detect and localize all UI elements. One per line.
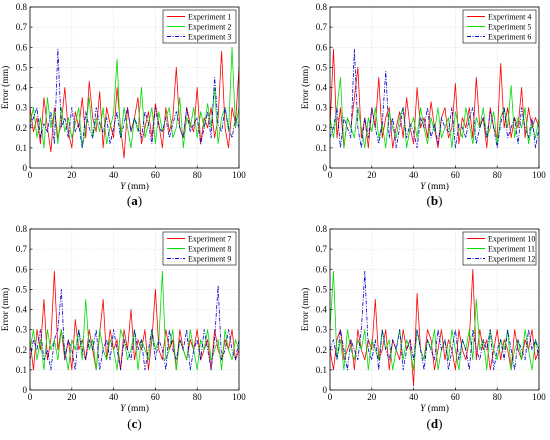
panel-2-xtick-label-2: 40 (109, 392, 119, 402)
panel-0-xtick-label-4: 80 (193, 170, 203, 180)
panel-3-ytick-label-3: 0.3 (316, 325, 328, 335)
panel-1-ytick-label-3: 0.3 (316, 103, 328, 113)
panel-0-ytick-label-4: 0.4 (16, 83, 28, 93)
panel-0-xtick-label-5: 100 (232, 170, 246, 180)
panel-0-ytick-label-6: 0.6 (16, 42, 28, 52)
panel-2-ytick-label-5: 0.5 (16, 284, 28, 294)
panel-1-series-line-0 (330, 48, 539, 149)
panel-0-legend-label-2: Experiment 3 (188, 33, 231, 42)
panel-1-xtick-label-0: 0 (328, 170, 333, 180)
panel-2-ytick-label-1: 0.1 (16, 365, 27, 375)
panel-2-caption: (c) (127, 416, 141, 431)
panel-2-ytick-label-0: 0 (23, 385, 28, 395)
panel-b: 0 20 40 60 80 100 0 0.1 0.2 0.3 0.4 0.5 0.6 0.7 0.8 Y (… (300, 2, 546, 208)
panel-0-xlabel: Y (mm) (120, 181, 149, 192)
panel-2-ytick-label-6: 0.6 (16, 264, 28, 274)
panel-1-ytick-label-2: 0.2 (316, 123, 327, 133)
panel-3-ytick-label-1: 0.1 (316, 365, 327, 375)
panel-1-ytick-label-8: 0.8 (316, 2, 328, 12)
panel-3-legend-label-1: Experiment 11 (488, 245, 535, 254)
panel-3-xtick-label-0: 0 (328, 392, 333, 402)
panel-3-xtick-label-5: 100 (532, 392, 546, 402)
panel-3-caption: (d) (427, 416, 443, 431)
panel-2-ytick-label-4: 0.4 (16, 305, 28, 315)
panel-3-ytick-label-0: 0 (323, 385, 328, 395)
panel-1-xtick-label-2: 40 (409, 170, 419, 180)
panel-2-ytick-label-8: 0.8 (16, 224, 28, 234)
panel-3-series-line-2 (330, 270, 539, 371)
panel-3-xtick-label-2: 40 (409, 392, 419, 402)
panel-1-ytick-label-0: 0 (323, 163, 328, 173)
panel-2-ylabel: Error (mm) (0, 288, 11, 332)
panel-0-ytick-label-0: 0 (23, 163, 28, 173)
panel-1-series-line-1 (330, 77, 539, 149)
panel-2-xlabel: Y (mm) (120, 403, 149, 414)
panel-3-legend-label-0: Experiment 10 (488, 235, 535, 244)
panel-3-legend-label-2: Experiment 12 (488, 255, 535, 264)
panel-1-legend-label-2: Experiment 6 (488, 33, 531, 42)
panel-3-xtick-label-1: 20 (367, 392, 377, 402)
panel-3-ytick-label-6: 0.6 (316, 264, 328, 274)
panel-d: 0 20 40 60 80 100 0 0.1 0.2 0.3 0.4 0.5 0.6 0.7 0.8 Y (… (300, 224, 546, 431)
panel-0-caption: (a) (127, 193, 142, 208)
panel-0-xtick-label-2: 40 (109, 170, 119, 180)
panel-3-xtick-label-4: 80 (493, 392, 503, 402)
panel-a: 0 20 40 60 80 100 0 0.1 0.2 0.3 0.4 0.5 0.6 0.7 0.8 Y (… (0, 2, 246, 208)
panel-0-ylabel: Error (mm) (0, 66, 11, 110)
panel-3-ytick-label-5: 0.5 (316, 284, 328, 294)
panel-1-xtick-label-4: 80 (493, 170, 503, 180)
panel-2-legend-label-1: Experiment 8 (188, 245, 231, 254)
panel-1-xtick-label-3: 60 (451, 170, 461, 180)
panel-0-ytick-label-1: 0.1 (16, 143, 27, 153)
panel-0-ytick-label-8: 0.8 (16, 2, 28, 12)
panel-0-ytick-label-3: 0.3 (16, 103, 28, 113)
panel-3-ytick-label-2: 0.2 (316, 345, 327, 355)
panel-3-series-line-1 (330, 270, 539, 371)
panel-1-legend-label-0: Experiment 4 (488, 13, 531, 22)
panel-1-legend-label-1: Experiment 5 (488, 23, 531, 32)
panel-2-xtick-label-3: 60 (151, 392, 161, 402)
panel-2-xtick-label-1: 20 (67, 392, 77, 402)
panel-0-xtick-label-0: 0 (28, 170, 33, 180)
panel-0-ytick-label-2: 0.2 (16, 123, 27, 133)
panel-0-legend-label-0: Experiment 1 (188, 13, 231, 22)
panel-1-ylabel: Error (mm) (300, 66, 311, 110)
panel-1-xtick-label-5: 100 (532, 170, 546, 180)
panel-2-ytick-label-3: 0.3 (16, 325, 28, 335)
panel-0-series-line-1 (30, 46, 239, 149)
panel-1-ytick-label-5: 0.5 (316, 62, 328, 72)
panel-1-ytick-label-7: 0.7 (316, 22, 328, 32)
panel-2-xtick-label-5: 100 (232, 392, 246, 402)
panel-3-ylabel: Error (mm) (300, 288, 311, 332)
panel-1-ytick-label-4: 0.4 (316, 83, 328, 93)
panel-1-xtick-label-1: 20 (367, 170, 377, 180)
panel-1-ytick-label-1: 0.1 (316, 143, 327, 153)
panel-1-xlabel: Y (mm) (420, 181, 449, 192)
panel-3-ytick-label-4: 0.4 (316, 305, 328, 315)
panel-0-xtick-label-1: 20 (67, 170, 77, 180)
panel-2-series-line-2 (30, 284, 239, 371)
panel-1-caption: (b) (427, 193, 443, 208)
panel-3-ytick-label-7: 0.7 (316, 244, 328, 254)
panel-3-series-line-0 (330, 268, 539, 387)
panel-2-series-line-1 (30, 270, 239, 371)
panel-3-xtick-label-3: 60 (451, 392, 461, 402)
panel-0-legend-label-1: Experiment 2 (188, 23, 231, 32)
panel-0-xtick-label-3: 60 (151, 170, 161, 180)
panel-2-ytick-label-2: 0.2 (16, 345, 27, 355)
panel-3-ytick-label-8: 0.8 (316, 224, 328, 234)
panel-0-ytick-label-5: 0.5 (16, 62, 28, 72)
panel-1-ytick-label-6: 0.6 (316, 42, 328, 52)
panel-2-xtick-label-0: 0 (28, 392, 33, 402)
panel-0-ytick-label-7: 0.7 (16, 22, 28, 32)
panel-2-legend-label-2: Experiment 9 (188, 255, 231, 264)
panel-2-legend-label-0: Experiment 7 (188, 235, 231, 244)
panel-c: 0 20 40 60 80 100 0 0.1 0.2 0.3 0.4 0.5 0.6 0.7 0.8 Y (… (0, 224, 246, 431)
panel-2-ytick-label-7: 0.7 (16, 244, 28, 254)
panel-3-xlabel: Y (mm) (420, 403, 449, 414)
panel-2-xtick-label-4: 80 (193, 392, 203, 402)
